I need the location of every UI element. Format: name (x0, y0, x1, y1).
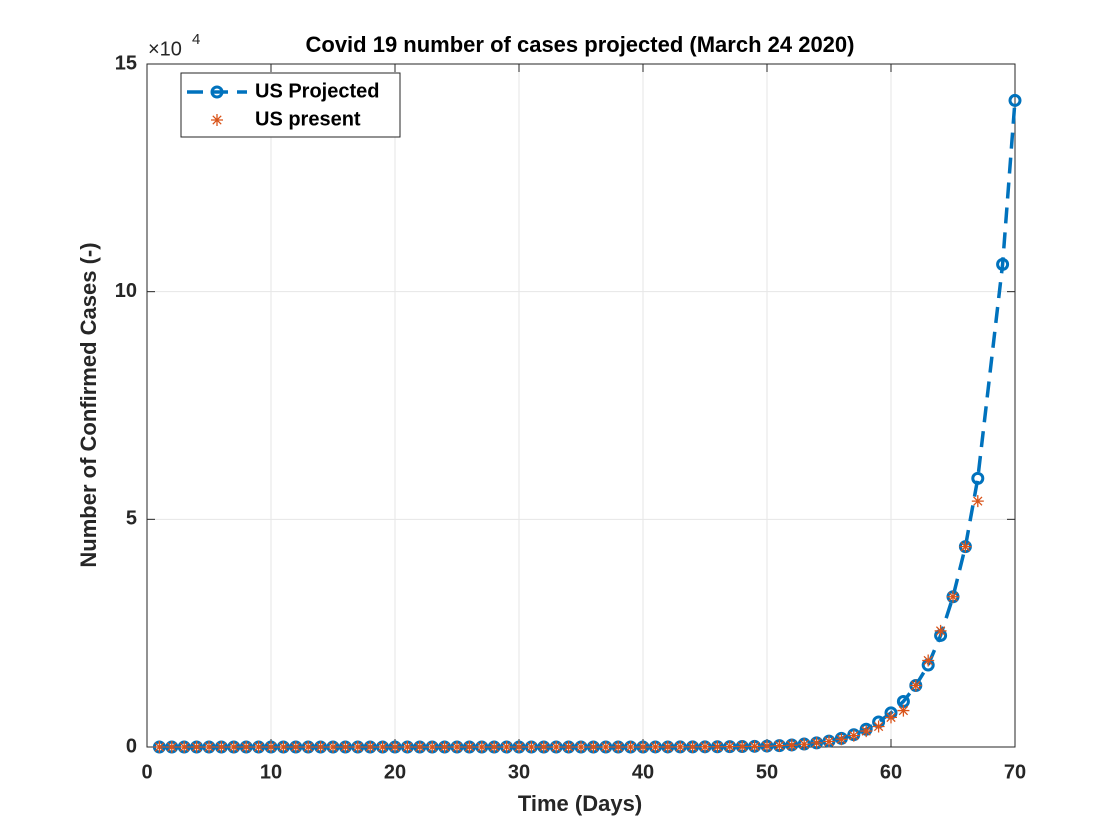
point-marker (537, 741, 550, 753)
x-tick-label: 20 (384, 761, 406, 783)
point-marker (562, 741, 575, 753)
x-tick-label: 40 (632, 761, 654, 783)
point-marker (959, 540, 972, 553)
point-marker (885, 711, 897, 724)
point-marker (699, 740, 711, 753)
series-line (159, 100, 1017, 749)
point-marker (203, 741, 215, 753)
y-exponent-power: 4 (192, 31, 200, 48)
legend-marker (210, 85, 224, 99)
point-marker (488, 741, 501, 753)
x-tick-label: 60 (880, 761, 902, 783)
x-tick-label: 10 (260, 761, 282, 783)
point-marker (723, 740, 736, 753)
point-marker (227, 741, 240, 753)
point-marker (835, 733, 848, 746)
point-marker (934, 624, 947, 637)
x-tick-label: 50 (756, 761, 778, 783)
point-marker (351, 741, 364, 753)
point-marker (277, 741, 290, 753)
point-marker (971, 495, 984, 508)
point-marker (525, 741, 538, 753)
point-marker (513, 741, 525, 753)
point-marker (971, 471, 985, 485)
point-marker (240, 741, 253, 753)
point-marker (252, 741, 265, 753)
legend-label: US Projected (255, 80, 379, 102)
point-marker (860, 725, 873, 738)
point-marker (674, 740, 687, 753)
point-marker (426, 741, 439, 753)
point-marker (215, 741, 228, 753)
point-marker (451, 741, 463, 753)
x-tick-label: 30 (508, 761, 530, 783)
y-tick-label: 0 (126, 735, 137, 757)
point-marker (909, 679, 922, 692)
point-marker (302, 741, 315, 753)
point-marker (165, 741, 178, 753)
legend-box (180, 72, 401, 138)
point-marker (599, 741, 612, 753)
point-marker (575, 741, 587, 753)
point-marker (389, 741, 401, 753)
point-marker (289, 741, 302, 753)
point-marker (587, 741, 600, 753)
x-tick-label: 0 (141, 761, 152, 783)
point-marker (401, 741, 414, 753)
y-tick-label: 10 (115, 280, 137, 302)
point-marker (364, 741, 377, 753)
point-marker (736, 740, 749, 753)
y-axis-label: Number of Confirmed Cases (-) (76, 242, 101, 567)
y-tick-label: 15 (115, 52, 137, 74)
point-marker (748, 740, 761, 753)
point-marker (637, 741, 649, 753)
point-marker (947, 590, 959, 603)
point-marker (314, 741, 327, 753)
point-marker (376, 741, 389, 753)
x-axis-label: Time (Days) (518, 791, 642, 816)
point-marker (897, 704, 910, 717)
point-marker (190, 741, 203, 753)
point-marker (798, 738, 811, 751)
point-marker (847, 729, 860, 742)
point-marker (500, 741, 513, 753)
point-marker (339, 741, 352, 753)
legend-marker (211, 114, 223, 126)
point-marker (785, 739, 798, 752)
point-marker (327, 741, 339, 753)
point-marker (661, 740, 674, 753)
point-marker (624, 741, 637, 753)
point-marker (649, 740, 662, 753)
y-exponent-base: ×10 (148, 38, 182, 60)
point-marker (711, 740, 724, 753)
plot-frame (146, 63, 1016, 748)
point-marker (475, 741, 488, 753)
point-marker (1008, 93, 1022, 107)
point-marker (413, 741, 426, 753)
point-marker (761, 740, 773, 753)
legend-label: US present (255, 108, 361, 130)
point-marker (922, 654, 935, 667)
y-tick-label: 5 (126, 508, 137, 530)
point-marker (550, 741, 563, 753)
point-marker (153, 741, 166, 753)
point-marker (438, 741, 451, 753)
point-marker (265, 741, 277, 753)
point-marker (823, 735, 835, 748)
point-marker (178, 741, 191, 753)
point-marker (773, 739, 786, 752)
chart-title: Covid 19 number of cases projected (Marc… (306, 32, 855, 57)
x-tick-label: 70 (1004, 761, 1026, 783)
point-marker (872, 720, 885, 733)
point-marker (810, 736, 823, 749)
point-marker (686, 740, 699, 753)
point-marker (463, 741, 476, 753)
point-marker (996, 257, 1010, 271)
point-marker (612, 741, 625, 753)
